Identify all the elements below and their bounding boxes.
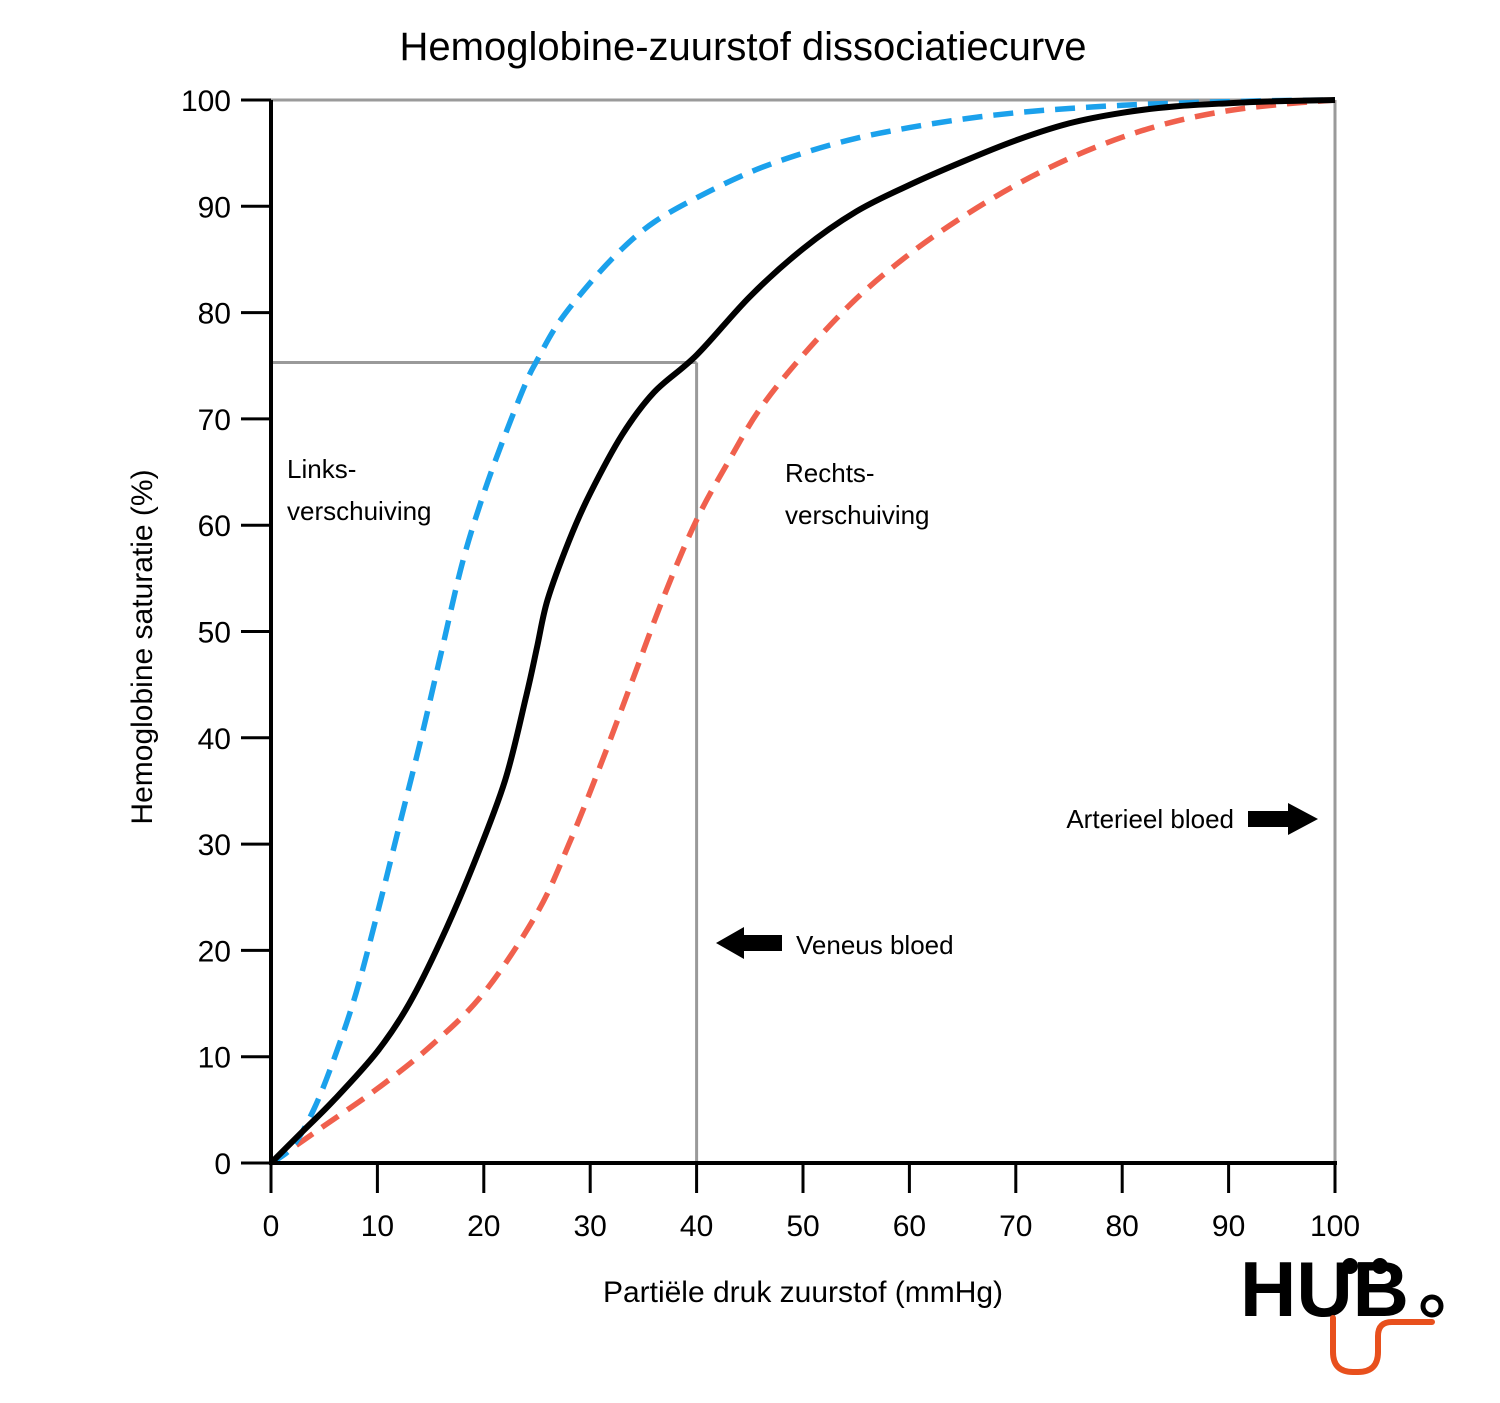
stethoscope-tube-icon (1330, 1315, 1435, 1375)
y-tick-label: 90 (198, 191, 231, 224)
x-tick-label: 80 (1106, 1210, 1139, 1243)
y-ticks: 0 10 20 30 40 50 60 70 80 90 100 (181, 85, 271, 1181)
chart-title: Hemoglobine-zuurstof dissociatiecurve (400, 25, 1087, 69)
y-tick-label: 20 (198, 935, 231, 968)
reference-lines (271, 98, 1337, 1163)
arterieel-arrow-icon (1248, 803, 1318, 835)
hub-logo: HUB (1240, 1245, 1444, 1375)
y-tick-label: 50 (198, 617, 231, 650)
y-tick-label: 0 (214, 1148, 231, 1181)
x-tick-label: 40 (680, 1210, 713, 1243)
x-tick-label: 30 (574, 1210, 607, 1243)
series-layer (268, 97, 1336, 1166)
arterieel-label: Arterieel bloed (1066, 804, 1234, 834)
x-axis-title: Partiële druk zuurstof (mmHg) (603, 1276, 1003, 1309)
series-right-shift-line (269, 97, 1336, 1166)
y-tick-label: 30 (198, 829, 231, 862)
series-left-shift-line (269, 97, 1336, 1166)
x-tick-label: 70 (999, 1210, 1032, 1243)
left-shift-label-line-2: verschuiving (287, 496, 432, 526)
curve-labels: Links- verschuiving Rechts- verschuiving (287, 454, 930, 530)
x-tick-label: 100 (1310, 1210, 1360, 1243)
y-tick-label: 80 (198, 298, 231, 331)
right-shift-label-line-2: verschuiving (785, 500, 930, 530)
veneus-arrow-icon (716, 927, 782, 959)
y-tick-label: 70 (198, 404, 231, 437)
x-tick-label: 50 (786, 1210, 819, 1243)
y-tick-label: 10 (198, 1042, 231, 1075)
x-tick-label: 90 (1212, 1210, 1245, 1243)
y-axis-title: Hemoglobine saturatie (%) (126, 469, 159, 824)
right-shift-label-line-1: Rechts- (785, 458, 875, 488)
left-shift-label: Links- verschuiving (287, 454, 432, 526)
stethoscope-earpiece-icon (1372, 1258, 1388, 1274)
veneus-label: Veneus bloed (796, 930, 954, 960)
x-ticks: 0 10 20 30 40 50 60 70 80 90 100 (263, 1163, 1360, 1243)
stethoscope-earpiece-icon (1342, 1258, 1358, 1274)
right-shift-label: Rechts- verschuiving (785, 458, 930, 530)
y-tick-label: 100 (181, 85, 231, 118)
x-tick-label: 0 (263, 1210, 280, 1243)
left-shift-label-line-1: Links- (287, 454, 356, 484)
x-tick-label: 10 (361, 1210, 394, 1243)
x-tick-label: 60 (893, 1210, 926, 1243)
logo-text: HUB (1240, 1245, 1409, 1333)
axes (269, 100, 1337, 1165)
series-normal-line (268, 97, 1336, 1166)
x-tick-label: 20 (467, 1210, 500, 1243)
logo-dot-icon (1420, 1294, 1444, 1318)
y-tick-label: 60 (198, 510, 231, 543)
y-tick-label: 40 (198, 723, 231, 756)
annotations: Veneus bloed Arterieel bloed (716, 803, 1318, 960)
